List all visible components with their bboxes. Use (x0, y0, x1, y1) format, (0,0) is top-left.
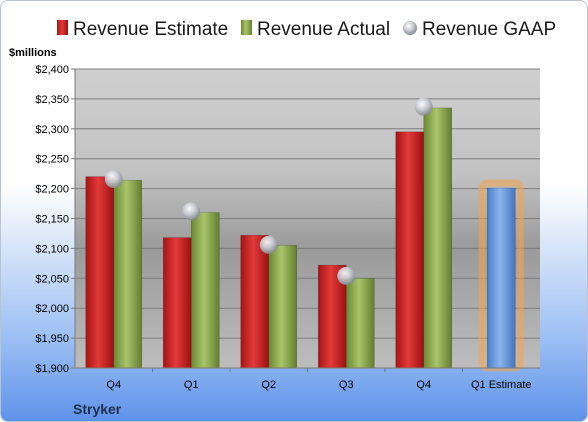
bar-revenue-actual (190, 212, 220, 369)
y-tick-label: $2,200 (35, 184, 69, 196)
x-tick-label: Q1 (184, 379, 199, 391)
legend: Revenue Estimate Revenue Actual Revenue … (57, 19, 556, 40)
x-axis-ticks: Q4 Q1 Q2 Q3 Q4 Q1 Estimate (106, 368, 532, 391)
gaap-marker (414, 97, 433, 116)
bar-revenue-actual (113, 179, 143, 369)
gaap-marker (337, 266, 356, 285)
y-tick-label: $2,100 (35, 243, 69, 255)
y-axis-unit-label: $millions (9, 47, 57, 59)
gridlines (75, 68, 540, 339)
bars (85, 107, 524, 372)
gaap-markers (104, 97, 433, 285)
legend-marker-gaap (403, 21, 417, 35)
x-tick-label: Q1 Estimate (471, 379, 532, 391)
y-tick-label: $2,400 (35, 64, 69, 76)
y-tick-label: $2,050 (35, 273, 69, 285)
y-tick-label: $1,950 (35, 333, 69, 345)
gaap-marker (182, 202, 201, 221)
legend-label-gaap: Revenue GAAP (422, 19, 556, 40)
y-tick-label: $2,150 (35, 214, 69, 226)
x-tick-label: Q3 (339, 379, 354, 391)
bar-revenue-estimate (395, 131, 425, 369)
y-tick-label: $2,350 (35, 94, 69, 106)
y-tick-label: $2,300 (35, 124, 69, 136)
company-name: Stryker (73, 401, 122, 417)
legend-label-actual: Revenue Actual (257, 19, 390, 40)
bar-forecast-estimate (486, 187, 516, 369)
bar-revenue-actual (268, 245, 298, 369)
bar-revenue-estimate (85, 176, 115, 369)
y-axis-ticks: $1,900 $1,950 $2,000 $2,050 $2,100 $2,150 $2,2… (35, 64, 75, 375)
bar-revenue-estimate (162, 237, 192, 369)
gaap-marker (104, 170, 123, 189)
y-tick-label: $2,250 (35, 154, 69, 166)
x-tick-label: Q4 (416, 379, 431, 391)
x-tick-label: Q2 (261, 379, 276, 391)
y-tick-label: $2,000 (35, 303, 69, 315)
x-tick-label: Q4 (106, 379, 121, 391)
legend-swatch-actual (241, 20, 252, 35)
legend-swatch-estimate (57, 20, 68, 35)
bar-revenue-actual (423, 107, 453, 369)
y-tick-label: $1,900 (35, 363, 69, 375)
gaap-marker (259, 235, 278, 254)
legend-label-estimate: Revenue Estimate (73, 19, 228, 40)
bar-revenue-estimate (240, 234, 270, 369)
bar-revenue-actual (345, 277, 375, 369)
